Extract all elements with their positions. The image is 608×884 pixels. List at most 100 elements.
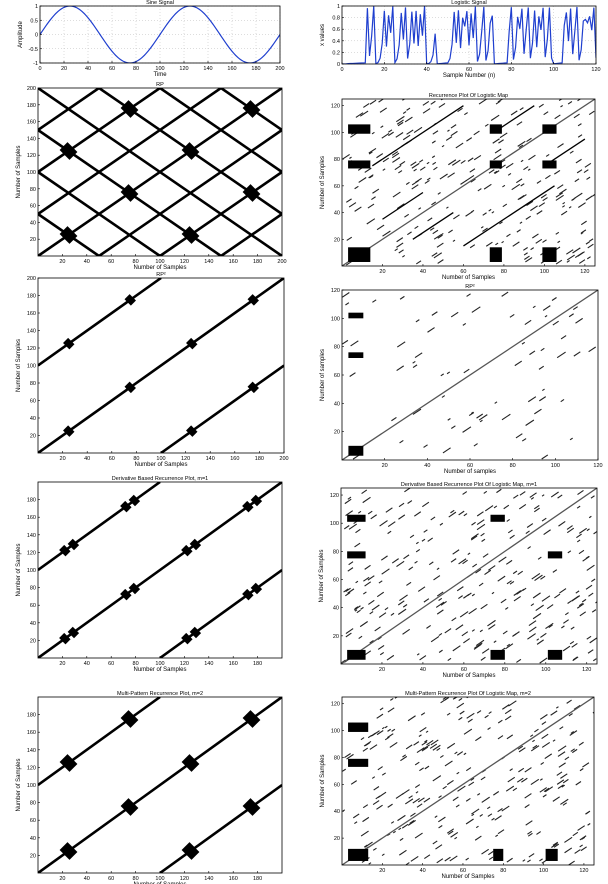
recurrence-blob — [189, 538, 202, 551]
y-tick-label: 40 — [334, 809, 340, 815]
recurrence-dash — [347, 567, 354, 572]
x-tick-label: 120 — [582, 667, 591, 673]
recurrence-dash — [566, 249, 574, 255]
recurrence-blob — [59, 226, 78, 244]
recurrence-dash — [482, 227, 488, 232]
recurrence-dash — [571, 198, 575, 201]
recurrence-dash — [463, 638, 471, 644]
x-tick-label: 100 — [155, 66, 164, 72]
recurrence-blob — [120, 710, 139, 728]
recurrence-dash — [476, 523, 486, 531]
recurrence-dash — [535, 604, 544, 612]
recurrence-dash — [436, 591, 444, 597]
recurrence-dash — [516, 178, 523, 184]
recurrence-dash — [453, 214, 460, 220]
chart-title: Multi-Pattern Recurrence Plot Of Logisti… — [405, 691, 531, 697]
recurrence-blob — [242, 588, 254, 601]
recurrence-dash — [519, 194, 527, 200]
recurrence-dash — [377, 791, 387, 798]
recurrence-dash — [497, 719, 503, 724]
recurrence-dash — [473, 443, 478, 447]
recurrence-dash — [380, 555, 388, 561]
y-tick-label: 120 — [331, 288, 340, 294]
recurrence-dash — [368, 862, 372, 865]
recurrence-dash — [424, 854, 431, 860]
plot-area — [38, 88, 282, 256]
recurrence-dash — [481, 796, 490, 803]
recurrence-dash — [548, 624, 553, 628]
recurrence-blob — [120, 184, 139, 202]
recurrence-dash — [436, 609, 444, 615]
x-tick-label: 40 — [85, 66, 91, 72]
recurrence-dash — [426, 739, 434, 746]
recurrence-dash — [384, 725, 388, 729]
recurrence-dash — [436, 747, 441, 751]
recurrence-blob — [189, 626, 202, 639]
recurrence-dash — [488, 624, 496, 630]
y-axis-label: Number of Samples — [16, 339, 22, 392]
recurrence-blob — [250, 494, 263, 507]
recurrence-dash — [568, 860, 575, 865]
recurrence-dash — [541, 733, 549, 740]
plot-area — [342, 99, 595, 266]
recurrence-dash — [399, 837, 404, 841]
recurrence-dash — [573, 351, 581, 357]
recurrence-dash — [436, 242, 444, 248]
recurrence-dash — [407, 231, 412, 236]
recurrence-line — [38, 482, 161, 572]
x-tick-label: 160 — [229, 876, 238, 882]
x-tick-label: 160 — [227, 66, 236, 72]
x-tick-label: 40 — [84, 876, 90, 882]
recurrence-dash — [413, 126, 423, 133]
recurrence-dash — [442, 785, 447, 790]
recurrence-dash — [499, 221, 503, 225]
recurrence-dash — [399, 594, 408, 601]
recurrence-block — [547, 649, 563, 660]
recurrence-dash — [442, 447, 451, 454]
recurrence-dash — [350, 780, 357, 785]
recurrence-dash — [411, 162, 420, 169]
recurrence-dash — [505, 643, 514, 650]
chart-title: Sine Signal — [146, 0, 174, 6]
recurrence-dash — [516, 658, 522, 663]
recurrence-dash — [391, 151, 399, 156]
recurrence-dash — [438, 632, 443, 637]
y-tick-label: 120 — [27, 765, 36, 771]
recurrence-dash — [342, 292, 350, 298]
recurrence-dash — [497, 735, 504, 740]
x-tick-label: 20 — [379, 868, 385, 874]
recurrence-dash — [414, 560, 418, 564]
recurrence-dash — [587, 243, 594, 249]
recurrence-dash — [381, 132, 390, 139]
recurrence-dash — [341, 659, 346, 664]
y-tick-label: -1 — [33, 61, 38, 67]
y-tick-label: 20 — [334, 430, 340, 436]
x-axis-label: Time — [153, 72, 167, 78]
x-tick-label: 180 — [253, 259, 262, 265]
recurrence-dash — [557, 184, 564, 190]
recurrence-dash — [447, 172, 455, 178]
y-tick-label: 40 — [30, 416, 36, 422]
chart-panel-4: 20 40 60 80 100 120 20 40 60 80 100 120 Recurrence P… — [320, 93, 596, 281]
y-tick-label: 80 — [30, 187, 36, 193]
recurrence-block — [347, 514, 366, 522]
recurrence-dash — [575, 158, 582, 164]
recurrence-dash — [406, 581, 412, 586]
recurrence-dash — [467, 718, 473, 723]
recurrence-dash — [413, 511, 422, 517]
recurrence-dash — [575, 590, 580, 594]
y-axis-label: Number of Samples — [16, 145, 22, 198]
x-tick-label: 20 — [59, 876, 65, 882]
recurrence-block — [348, 312, 364, 319]
recurrence-dash — [421, 538, 426, 542]
recurrence-blob — [250, 582, 263, 595]
recurrence-dash — [515, 433, 523, 439]
recurrence-dash — [551, 297, 557, 301]
y-tick-label: 100 — [27, 568, 36, 574]
recurrence-dash — [557, 240, 561, 244]
x-tick-label: 60 — [467, 463, 473, 469]
recurrence-dash — [402, 99, 406, 101]
recurrence-dash — [470, 209, 475, 213]
recurrence-dash — [578, 549, 585, 555]
recurrence-dash — [576, 539, 581, 543]
